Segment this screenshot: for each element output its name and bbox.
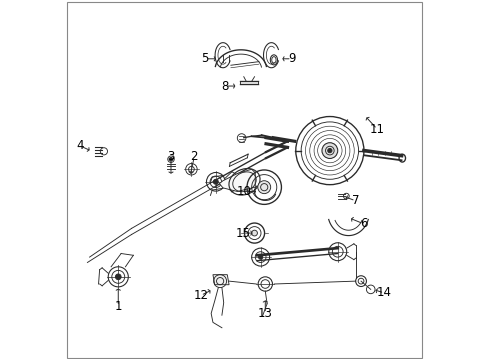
Circle shape: [115, 274, 121, 280]
Text: 7: 7: [351, 194, 359, 207]
Text: 5: 5: [201, 52, 208, 65]
Circle shape: [258, 255, 262, 259]
Text: 10: 10: [236, 185, 251, 198]
Text: 12: 12: [193, 289, 208, 302]
Circle shape: [169, 157, 172, 161]
Text: 3: 3: [167, 150, 174, 163]
Circle shape: [257, 181, 270, 194]
Text: 11: 11: [369, 122, 384, 136]
Text: 4: 4: [76, 139, 84, 152]
Text: 15: 15: [235, 226, 250, 239]
Text: 14: 14: [376, 287, 391, 300]
Text: 13: 13: [257, 307, 272, 320]
Text: 1: 1: [114, 300, 122, 313]
Text: 8: 8: [221, 80, 228, 93]
Circle shape: [251, 230, 257, 236]
Text: 2: 2: [190, 150, 198, 163]
Polygon shape: [212, 275, 228, 285]
Text: 6: 6: [359, 217, 366, 230]
Circle shape: [213, 179, 218, 184]
Text: 9: 9: [287, 52, 295, 65]
Polygon shape: [219, 169, 255, 192]
Circle shape: [321, 143, 337, 158]
Circle shape: [327, 148, 331, 153]
